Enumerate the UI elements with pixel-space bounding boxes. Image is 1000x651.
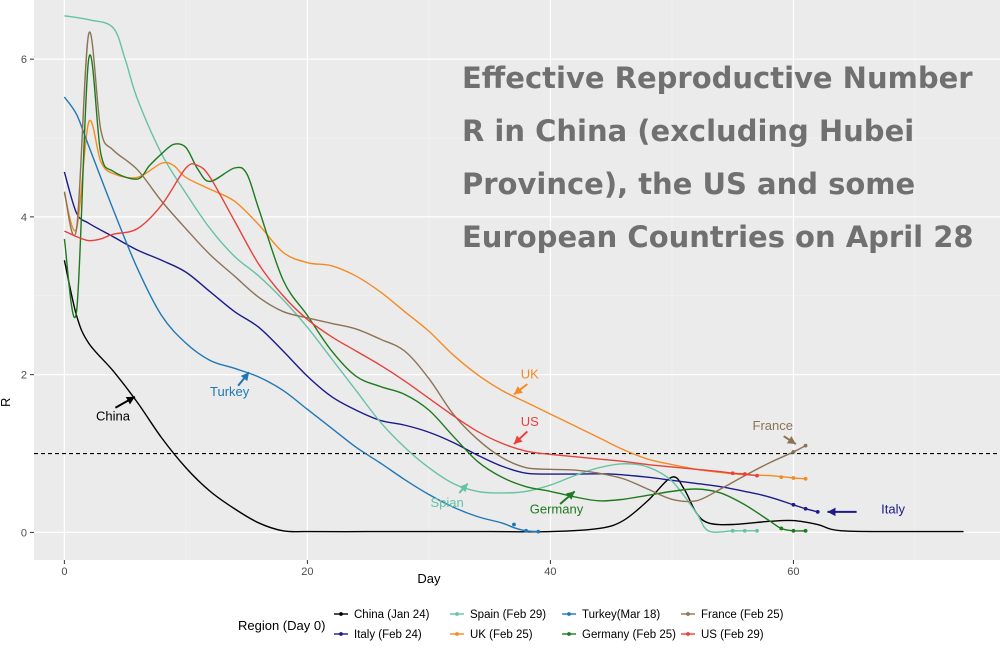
data-point-spain <box>742 528 747 533</box>
annotation-label-spian: Spian <box>431 495 464 510</box>
annotation-label-germany: Germany <box>530 501 584 516</box>
annotation-label-turkey: Turkey <box>210 384 250 399</box>
legend-key-dot <box>455 632 459 636</box>
chart-title-line: Effective Reproductive Number <box>462 61 973 95</box>
legend-title: Region (Day 0) <box>238 618 325 633</box>
legend-label: UK (Feb 25) <box>470 629 533 641</box>
annotation-label-china: China <box>96 408 131 423</box>
annotation-arrowhead-italy <box>827 507 836 517</box>
chart-title-line: Province), the US and some <box>462 167 915 201</box>
legend-key-dot <box>339 632 343 636</box>
legend-label: US (Feb 29) <box>701 629 764 641</box>
data-point-spain <box>755 528 759 533</box>
annotation-label-france: France <box>753 418 793 433</box>
legend-label: France (Feb 25) <box>701 609 784 621</box>
legend-key-dot <box>686 632 690 636</box>
y-tick-label: 6 <box>21 54 27 66</box>
data-point-uk <box>779 475 784 480</box>
series-line-germany <box>63 54 806 532</box>
legend-item-spain: Spain (Feb 29) <box>450 609 546 621</box>
legend-key-dot <box>686 612 690 616</box>
series-line-turkey <box>63 96 539 533</box>
plot-panel <box>34 0 1000 560</box>
annotation-arrowhead-us <box>513 435 523 445</box>
legend-label: Germany (Feb 25) <box>582 629 676 641</box>
legend: Region (Day 0) China (Jan 24) Spain (Feb … <box>238 609 784 641</box>
series-line-france <box>63 31 806 503</box>
legend-item-germany: Germany (Feb 25) <box>562 629 676 641</box>
data-point-turkey <box>512 522 516 527</box>
data-point-us <box>755 473 759 478</box>
annotation-arrowhead-uk <box>513 386 523 395</box>
annotation-arrowhead-france <box>786 436 796 445</box>
data-point-turkey <box>536 529 541 534</box>
chart-title-line: R in China (excluding Hubei <box>462 114 914 148</box>
data-point-uk <box>803 476 808 481</box>
legend-label: Turkey(Mar 18) <box>582 609 660 621</box>
legend-item-china: China (Jan 24) <box>334 609 430 621</box>
data-point-spain <box>730 528 735 533</box>
legend-key-dot <box>455 612 459 616</box>
y-tick-label: 0 <box>21 527 27 539</box>
y-axis-title: R <box>0 398 13 407</box>
annotation-label-italy: Italy <box>881 501 905 516</box>
y-tick-label: 4 <box>21 212 27 224</box>
data-point-us <box>730 471 735 476</box>
data-point-germany <box>791 528 796 533</box>
chart-title: Effective Reproductive Number R in China… <box>462 61 974 254</box>
legend-key-dot <box>567 632 571 636</box>
data-point-turkey <box>524 528 529 533</box>
legend-label: China (Jan 24) <box>354 609 430 621</box>
data-point-italy <box>815 509 820 514</box>
x-tick-label: 20 <box>301 566 313 578</box>
legend-item-italy: Italy (Feb 24) <box>334 629 422 641</box>
x-tick-label: 60 <box>787 566 799 578</box>
annotation-label-uk: UK <box>521 367 539 382</box>
legend-key-dot <box>567 612 571 616</box>
x-tick-label: 40 <box>544 566 556 578</box>
annotation-arrowhead-spian <box>459 483 468 493</box>
legend-item-turkey: Turkey(Mar 18) <box>562 609 660 621</box>
data-point-italy <box>803 506 808 511</box>
series-line-italy <box>63 171 818 513</box>
y-tick-label: 2 <box>21 370 27 382</box>
annotation-label-us: US <box>521 414 539 429</box>
legend-key-dot <box>339 612 343 616</box>
data-point-uk <box>791 476 796 480</box>
legend-label: Spain (Feb 29) <box>470 609 546 621</box>
data-point-france <box>803 443 808 448</box>
data-point-us <box>742 472 747 476</box>
annotation-arrowhead-germany <box>565 491 575 500</box>
series-line-spain <box>64 15 757 533</box>
data-point-germany <box>779 526 784 531</box>
chart-title-line: European Countries on April 28 <box>462 220 974 254</box>
series-line-us <box>64 163 758 477</box>
data-point-italy <box>791 502 796 507</box>
x-axis-title: Day <box>417 571 441 586</box>
annotation-arrowhead-turkey <box>240 372 250 382</box>
legend-label: Italy (Feb 24) <box>354 629 422 641</box>
data-point-france <box>791 450 796 454</box>
axes: 0 20 40 60 0 2 4 6 <box>21 54 800 578</box>
series-dots <box>512 443 820 534</box>
series-line-uk <box>63 119 806 480</box>
x-tick-label: 0 <box>61 566 67 578</box>
annotation-arrowhead-china <box>125 396 135 405</box>
legend-item-france: France (Feb 25) <box>681 609 784 621</box>
annotations: China Turkey UK US France Spian Germany Italy <box>96 367 905 517</box>
legend-item-us: US (Feb 29) <box>681 629 764 641</box>
data-point-germany <box>803 528 808 533</box>
legend-item-uk: UK (Feb 25) <box>450 629 533 641</box>
series-lines <box>63 15 964 533</box>
grid <box>34 0 1000 560</box>
